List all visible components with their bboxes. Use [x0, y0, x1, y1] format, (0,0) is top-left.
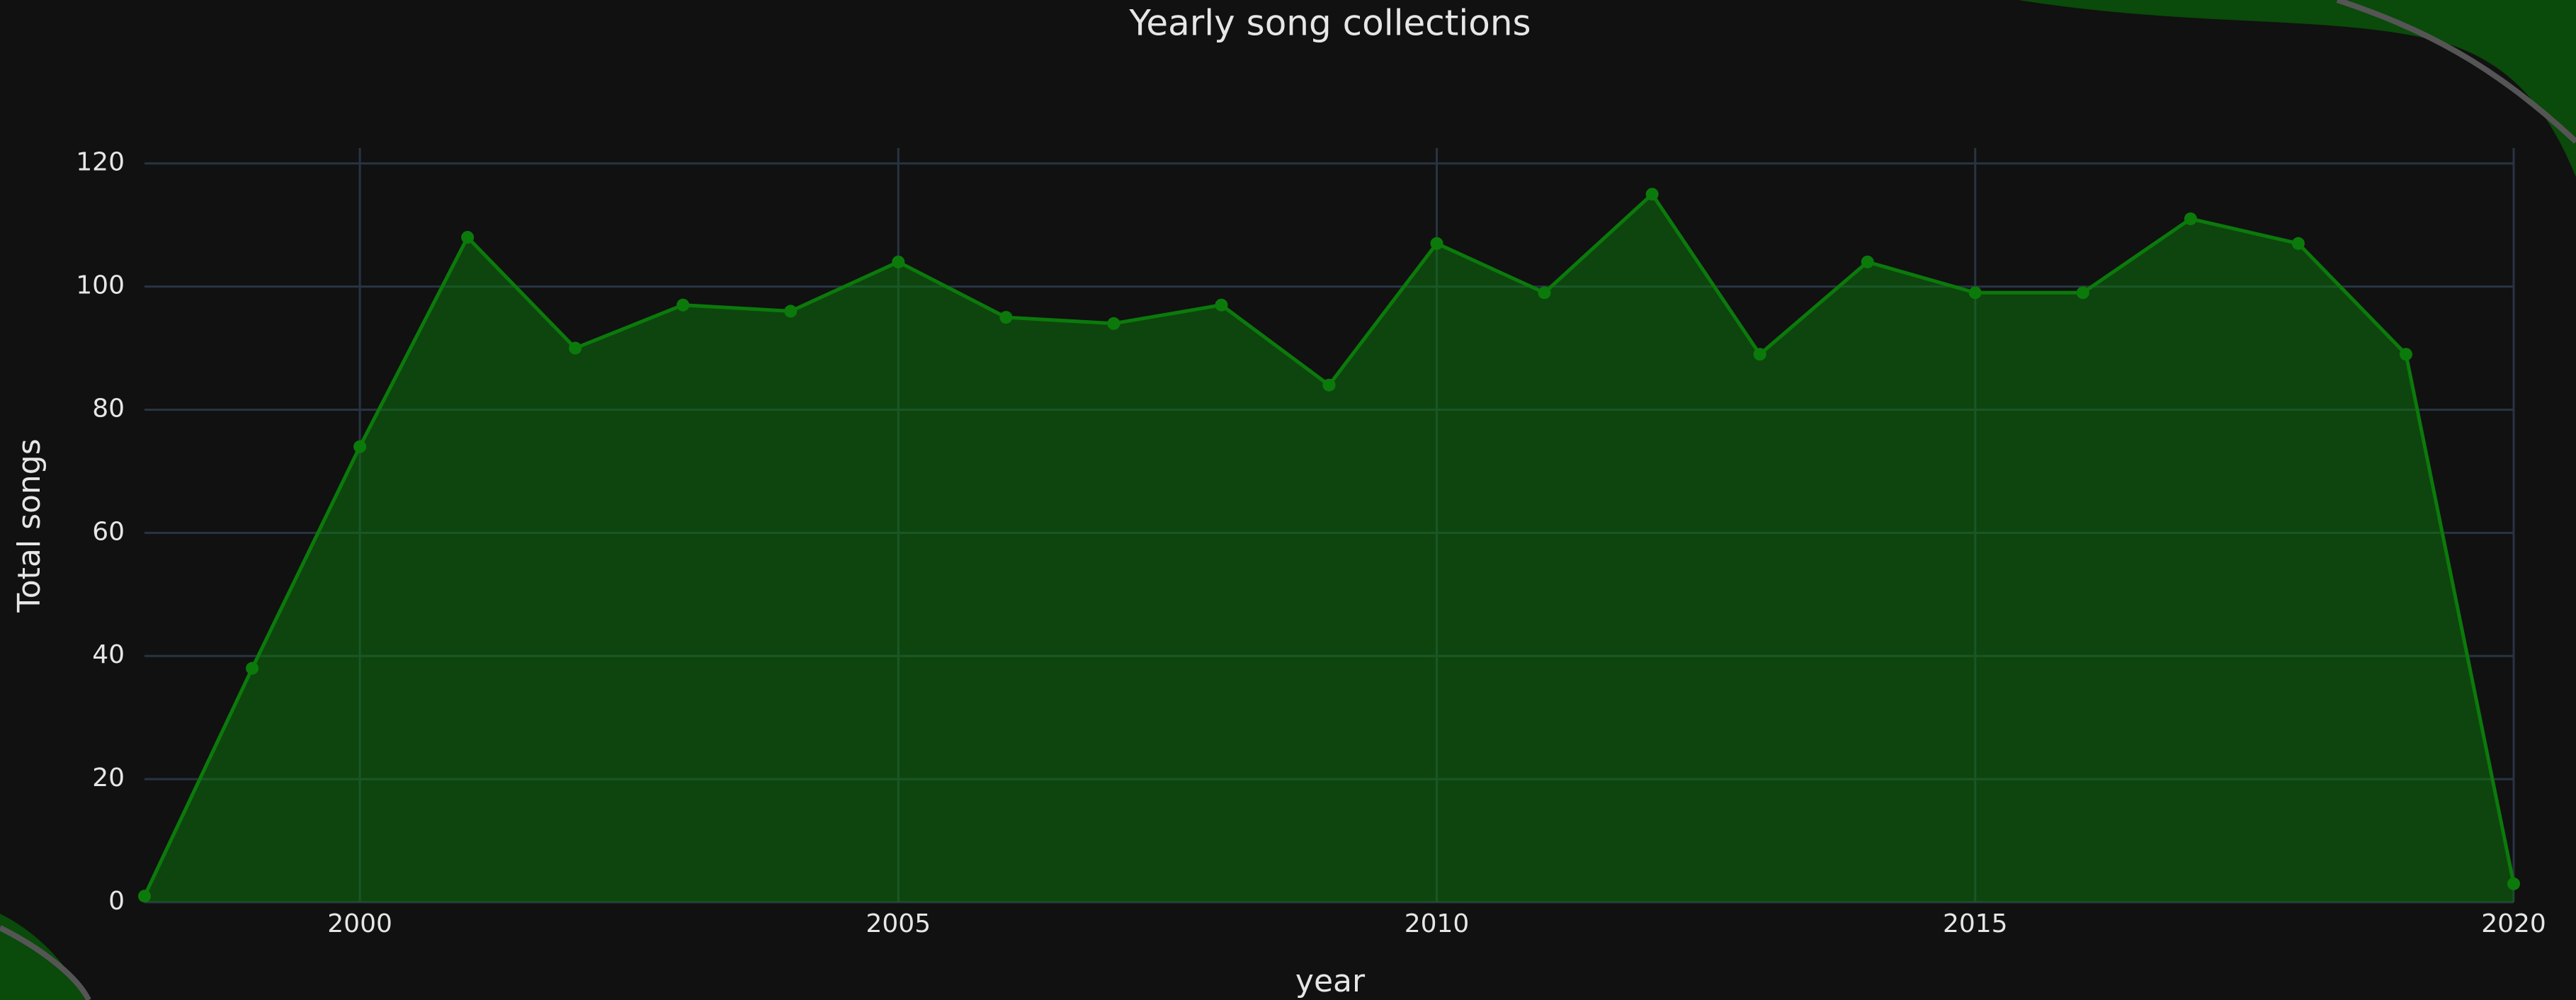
y-tick-label: 20 — [92, 763, 125, 792]
marker — [1968, 286, 1982, 300]
marker — [2076, 286, 2089, 300]
marker — [246, 661, 259, 675]
chart-title: Yearly song collections — [1128, 3, 1531, 44]
plot-area: 0 20 40 60 80 100 120 2000 2005 2010 2015 2020 — [76, 148, 2546, 938]
decoration — [0, 914, 85, 1000]
decoration — [2336, 0, 2576, 144]
marker — [1645, 188, 1659, 201]
x-tick-label: 2005 — [866, 909, 931, 938]
marker — [1322, 378, 1336, 392]
marker — [2184, 212, 2197, 225]
decoration — [2019, 0, 2576, 177]
y-tick-label: 60 — [92, 517, 125, 546]
x-tick-label: 2000 — [327, 909, 392, 938]
marker — [461, 231, 475, 244]
marker — [892, 255, 905, 268]
marker — [1215, 298, 1228, 312]
x-tick-label: 2015 — [1943, 909, 2008, 938]
marker — [138, 890, 151, 903]
marker — [1430, 237, 1443, 250]
marker — [1861, 255, 1874, 268]
marker — [676, 298, 690, 312]
marker — [569, 341, 582, 355]
marker — [1107, 317, 1120, 330]
y-axis-label: Total songs — [11, 438, 47, 613]
marker — [2291, 237, 2305, 250]
y-tick-label: 40 — [92, 640, 125, 669]
y-tick-label: 0 — [108, 887, 125, 916]
marker — [1538, 286, 1551, 300]
x-tick-label: 2010 — [1405, 909, 1470, 938]
marker — [999, 311, 1013, 324]
x-axis-label: year — [1295, 963, 1366, 999]
area-fill — [144, 194, 2514, 902]
decoration — [0, 925, 91, 1000]
y-tick-label: 80 — [92, 394, 125, 423]
marker — [2399, 348, 2412, 361]
y-tick-label: 120 — [76, 148, 125, 177]
x-tick-label: 2020 — [2481, 909, 2546, 938]
marker — [784, 305, 798, 318]
marker — [1753, 348, 1766, 361]
y-tick-label: 100 — [76, 271, 125, 300]
marker — [353, 440, 367, 453]
marker — [2507, 877, 2520, 890]
